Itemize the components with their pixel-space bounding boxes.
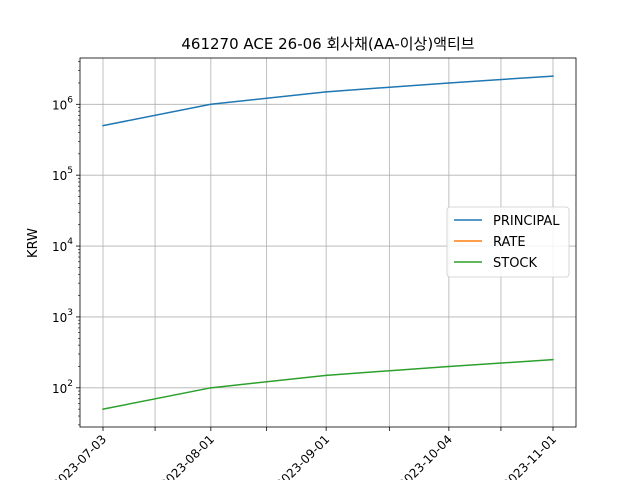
y-tick-label: 106 [52,95,73,112]
data-point-stock [210,387,212,389]
chart-title: 461270 ACE 26-06 회사채(AA-이상)액티브 [181,35,474,53]
data-point-principal [102,124,104,127]
data-point-principal [210,103,212,106]
data-point-stock [448,365,450,368]
data-point-stock [325,374,327,377]
data-point-principal [325,91,327,93]
data-point-stock [102,408,104,410]
plot-frame [79,57,577,428]
legend-box [446,206,570,278]
legend-label-stock: STOCK [493,256,538,271]
legend: PRINCIPAL RATE STOCK [446,206,570,278]
y-tick-label: 105 [52,166,73,183]
legend-label-principal: PRINCIPAL [493,214,560,229]
y-axis-label: KRW [26,228,41,258]
data-point-stock [552,358,554,361]
y-tick-label: 102 [52,379,73,396]
grid [80,58,576,427]
legend-label-rate: RATE [493,235,526,250]
y-tick-label: 103 [52,308,73,325]
y-tick-label: 104 [52,237,73,254]
series-lines [102,75,554,410]
data-point-principal [552,75,554,77]
data-point-principal [448,82,450,84]
